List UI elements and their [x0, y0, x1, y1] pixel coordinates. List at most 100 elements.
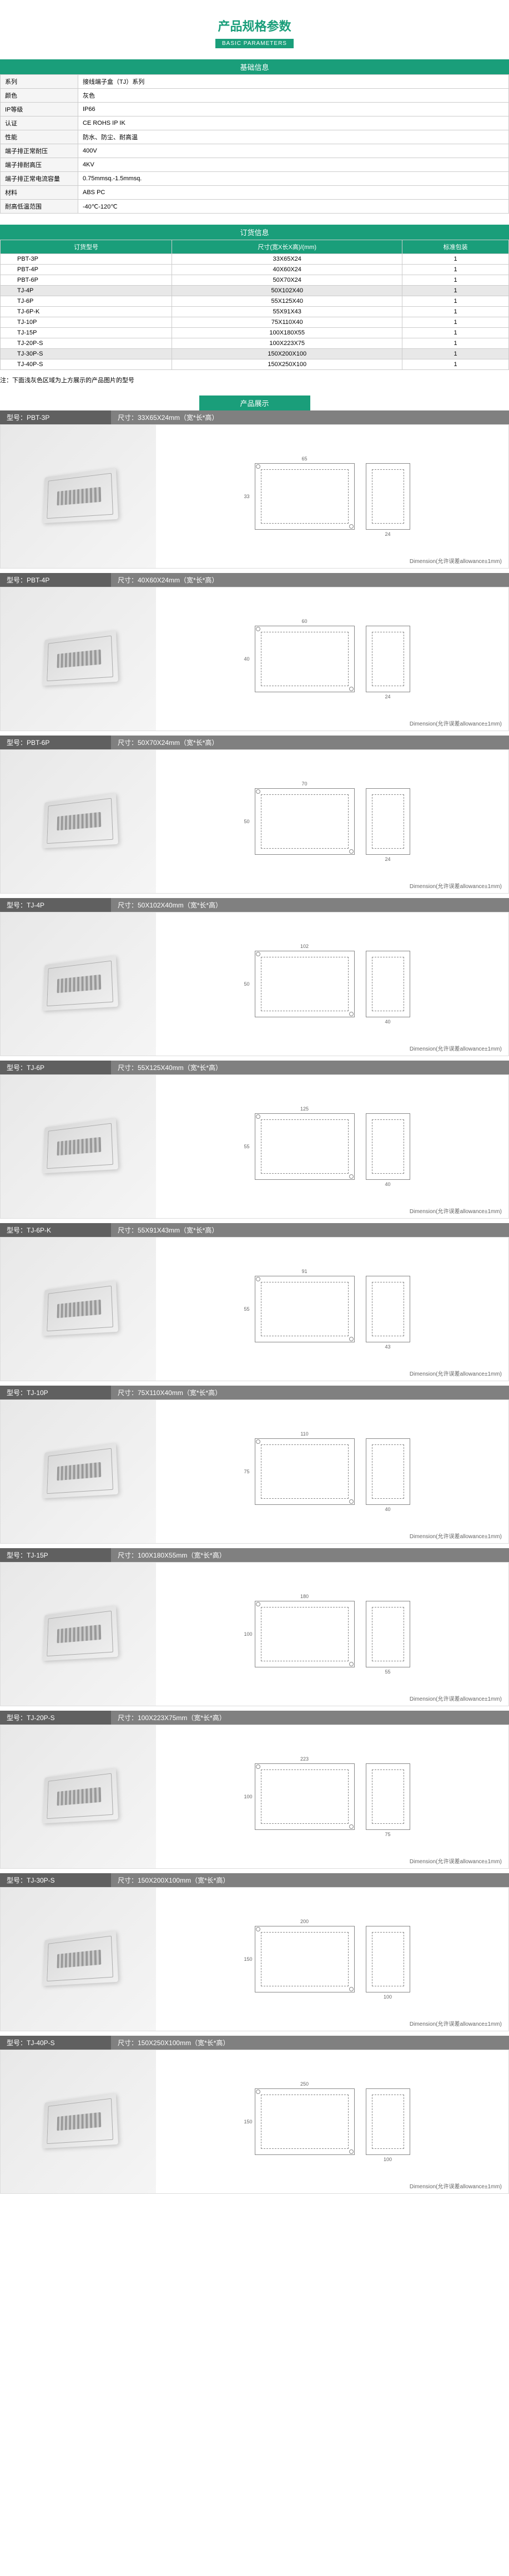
product-drawing: 22310075Dimension(允许误差allowance±1mm)	[156, 1725, 508, 1868]
order-cell-model: TJ-4P	[1, 286, 172, 296]
product-drawing: 200150100Dimension(允许误差allowance±1mm)	[156, 1888, 508, 2031]
dim-value: 24	[385, 531, 390, 537]
drawing-side-view: 24	[366, 463, 410, 530]
dim-value: 100	[244, 1631, 253, 1637]
product-bar: 型号：PBT-3P尺寸：33X65X24mm（宽*长*高）	[0, 410, 509, 424]
order-row: TJ-6P-K55X91X431	[1, 307, 509, 317]
order-cell-dim: 50X102X40	[172, 286, 402, 296]
product-photo	[1, 587, 156, 731]
dim-value: 150	[244, 1956, 253, 1962]
order-col-pack: 标准包装	[402, 240, 509, 254]
terminal-strip	[57, 1787, 102, 1806]
dimension-note: Dimension(允许误差allowance±1mm)	[410, 1206, 502, 1215]
order-cell-pack: 1	[402, 349, 509, 359]
dimension-note: Dimension(允许误差allowance±1mm)	[410, 1369, 502, 1377]
page-header: 产品规格参数 BASIC PARAMETERS	[0, 0, 509, 59]
order-row: PBT-6P50X70X241	[1, 275, 509, 286]
product-photo	[1, 1563, 156, 1706]
order-cell-dim: 55X125X40	[172, 296, 402, 307]
dim-value: 75	[244, 1469, 250, 1474]
order-row: TJ-15P100X180X551	[1, 328, 509, 338]
spec-table: 系列接线端子盒（TJ）系列颜色灰色IP等级IP66认证CE ROHS IP IK…	[0, 74, 509, 214]
product-bar: 型号：PBT-6P尺寸：50X70X24mm（宽*长*高）	[0, 736, 509, 749]
product-bar: 型号：TJ-40P-S尺寸：150X250X100mm（宽*长*高）	[0, 2036, 509, 2050]
technical-drawing: 1107540	[162, 1406, 503, 1538]
order-cell-dim: 75X110X40	[172, 317, 402, 328]
order-cell-pack: 1	[402, 265, 509, 275]
product-content: 1025040Dimension(允许误差allowance±1mm)	[0, 912, 509, 1056]
dim-value: 91	[301, 1269, 307, 1274]
spec-value: 接线端子盒（TJ）系列	[78, 75, 509, 89]
product-photo	[1, 425, 156, 568]
product-box-render	[43, 631, 118, 686]
order-table: 订货型号 尺寸(宽X长X高)/(mm) 标准包装 PBT-3P33X65X241…	[0, 240, 509, 370]
order-row: PBT-4P40X60X241	[1, 265, 509, 275]
product-content: 705024Dimension(允许误差allowance±1mm)	[0, 749, 509, 894]
dim-value: 250	[300, 2081, 309, 2087]
product-model-label: 型号：TJ-15P	[0, 1548, 111, 1562]
product-drawing: 1107540Dimension(允许误差allowance±1mm)	[156, 1400, 508, 1543]
terminal-strip	[57, 1462, 102, 1481]
order-cell-dim: 100X223X75	[172, 338, 402, 349]
product-photo	[1, 1075, 156, 1218]
drawing-front-view: 9155	[255, 1276, 355, 1342]
terminal-strip	[57, 487, 102, 506]
basic-info-header: 基础信息	[0, 59, 509, 74]
product-dim-label: 尺寸：33X65X24mm（宽*长*高）	[111, 410, 509, 424]
terminal-strip	[57, 2112, 102, 2131]
spec-row: 系列接线端子盒（TJ）系列	[1, 75, 509, 89]
product-dim-label: 尺寸：55X91X43mm（宽*长*高）	[111, 1223, 509, 1237]
dim-value: 70	[301, 781, 307, 787]
product-dim-label: 尺寸：75X110X40mm（宽*长*高）	[111, 1386, 509, 1399]
technical-drawing: 250150100	[162, 2056, 503, 2188]
drawing-front-view: 7050	[255, 788, 355, 855]
dim-value: 102	[300, 944, 309, 949]
dim-value: 75	[385, 1832, 390, 1837]
order-cell-model: PBT-3P	[1, 254, 172, 265]
spec-label: 端子排正常电流容量	[1, 172, 78, 186]
drawing-front-view: 6533	[255, 463, 355, 530]
spec-value: 防水、防尘、耐高温	[78, 130, 509, 144]
drawing-side-view: 40	[366, 951, 410, 1017]
product-model-label: 型号：TJ-20P-S	[0, 1711, 111, 1725]
product-box-render	[43, 1768, 118, 1823]
product-model-label: 型号：TJ-4P	[0, 898, 111, 912]
product-box-render	[43, 468, 118, 523]
spec-value: 400V	[78, 144, 509, 158]
technical-drawing: 1255540	[162, 1081, 503, 1213]
drawing-side-view: 100	[366, 1926, 410, 1992]
page-title: 产品规格参数	[0, 17, 509, 34]
spec-row: 性能防水、防尘、耐高温	[1, 130, 509, 144]
spec-label: 端子排正常耐压	[1, 144, 78, 158]
product-bar: 型号：TJ-10P尺寸：75X110X40mm（宽*长*高）	[0, 1386, 509, 1399]
product-bar: 型号：TJ-30P-S尺寸：150X200X100mm（宽*长*高）	[0, 1873, 509, 1887]
spec-value: 4KV	[78, 158, 509, 172]
product-content: 604024Dimension(允许误差allowance±1mm)	[0, 587, 509, 731]
product-box-render	[43, 1931, 118, 1986]
spec-label: 颜色	[1, 89, 78, 103]
drawing-side-view: 75	[366, 1763, 410, 1830]
spec-value: 灰色	[78, 89, 509, 103]
product-drawing: 250150100Dimension(允许误差allowance±1mm)	[156, 2050, 508, 2193]
drawing-front-view: 10250	[255, 951, 355, 1017]
spec-row: 耐高低温范围-40℃-120℃	[1, 200, 509, 214]
technical-drawing: 915543	[162, 1243, 503, 1375]
dim-value: 150	[244, 2119, 253, 2124]
product-box-render	[43, 956, 118, 1011]
technical-drawing: 705024	[162, 755, 503, 888]
dim-value: 55	[244, 1144, 250, 1149]
product-content: 18010055Dimension(允许误差allowance±1mm)	[0, 1562, 509, 1706]
drawing-front-view: 12555	[255, 1113, 355, 1180]
order-cell-model: PBT-6P	[1, 275, 172, 286]
spec-label: 材料	[1, 186, 78, 200]
product-photo	[1, 912, 156, 1056]
spec-row: 认证CE ROHS IP IK	[1, 116, 509, 130]
spec-label: 认证	[1, 116, 78, 130]
order-cell-dim: 50X70X24	[172, 275, 402, 286]
order-cell-model: TJ-10P	[1, 317, 172, 328]
order-row: TJ-30P-S150X200X1001	[1, 349, 509, 359]
spec-row: 材料ABS PC	[1, 186, 509, 200]
order-cell-model: TJ-30P-S	[1, 349, 172, 359]
product-drawing: 18010055Dimension(允许误差allowance±1mm)	[156, 1563, 508, 1706]
dim-value: 50	[244, 819, 250, 824]
